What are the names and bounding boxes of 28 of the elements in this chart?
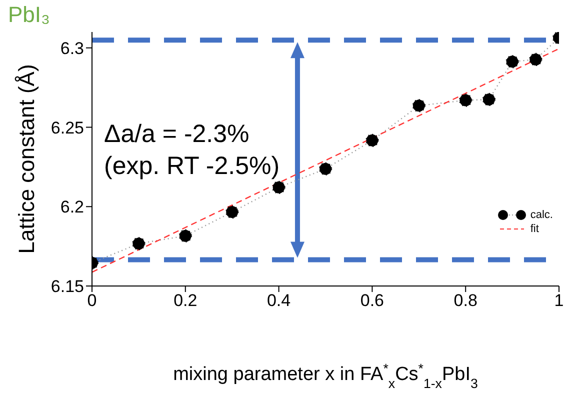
y-tick-label: 6.25 xyxy=(50,118,84,138)
x-tick-label: 0.6 xyxy=(360,291,384,310)
annotation: (exp. RT -2.5%) xyxy=(104,152,280,181)
y-axis-title: Lattice constant (Å) xyxy=(14,64,39,254)
x-tick-label: 0.8 xyxy=(454,291,478,310)
point xyxy=(506,55,519,68)
annotation: Δa/a = -2.3% xyxy=(104,120,250,149)
point xyxy=(482,92,496,106)
point xyxy=(366,134,379,148)
legend-label: calc. xyxy=(530,209,553,221)
legend-label: fit xyxy=(530,223,539,235)
point xyxy=(412,99,426,112)
x-tick-label: 0.2 xyxy=(174,291,198,310)
point xyxy=(318,162,332,176)
point xyxy=(529,52,542,66)
x-tick-label: 0.4 xyxy=(266,291,291,310)
y-tick-label: 6.15 xyxy=(50,277,84,296)
point xyxy=(178,229,192,242)
x-axis-title: mixing parameter x in FA$^{*}$$_{x}$Cs$^{*}$$_{1-x}$PbI$_{3}$ xyxy=(173,360,478,390)
y-tick-label: 6.2 xyxy=(60,198,84,217)
chart-title: PbI₃ xyxy=(8,2,50,28)
point xyxy=(226,205,239,219)
x-tick-label: 1 xyxy=(554,291,564,310)
point xyxy=(459,94,472,107)
x-tick-label: 0 xyxy=(87,291,97,310)
point xyxy=(272,180,286,194)
y-tick-label: 6.3 xyxy=(60,38,84,58)
point xyxy=(132,237,146,250)
